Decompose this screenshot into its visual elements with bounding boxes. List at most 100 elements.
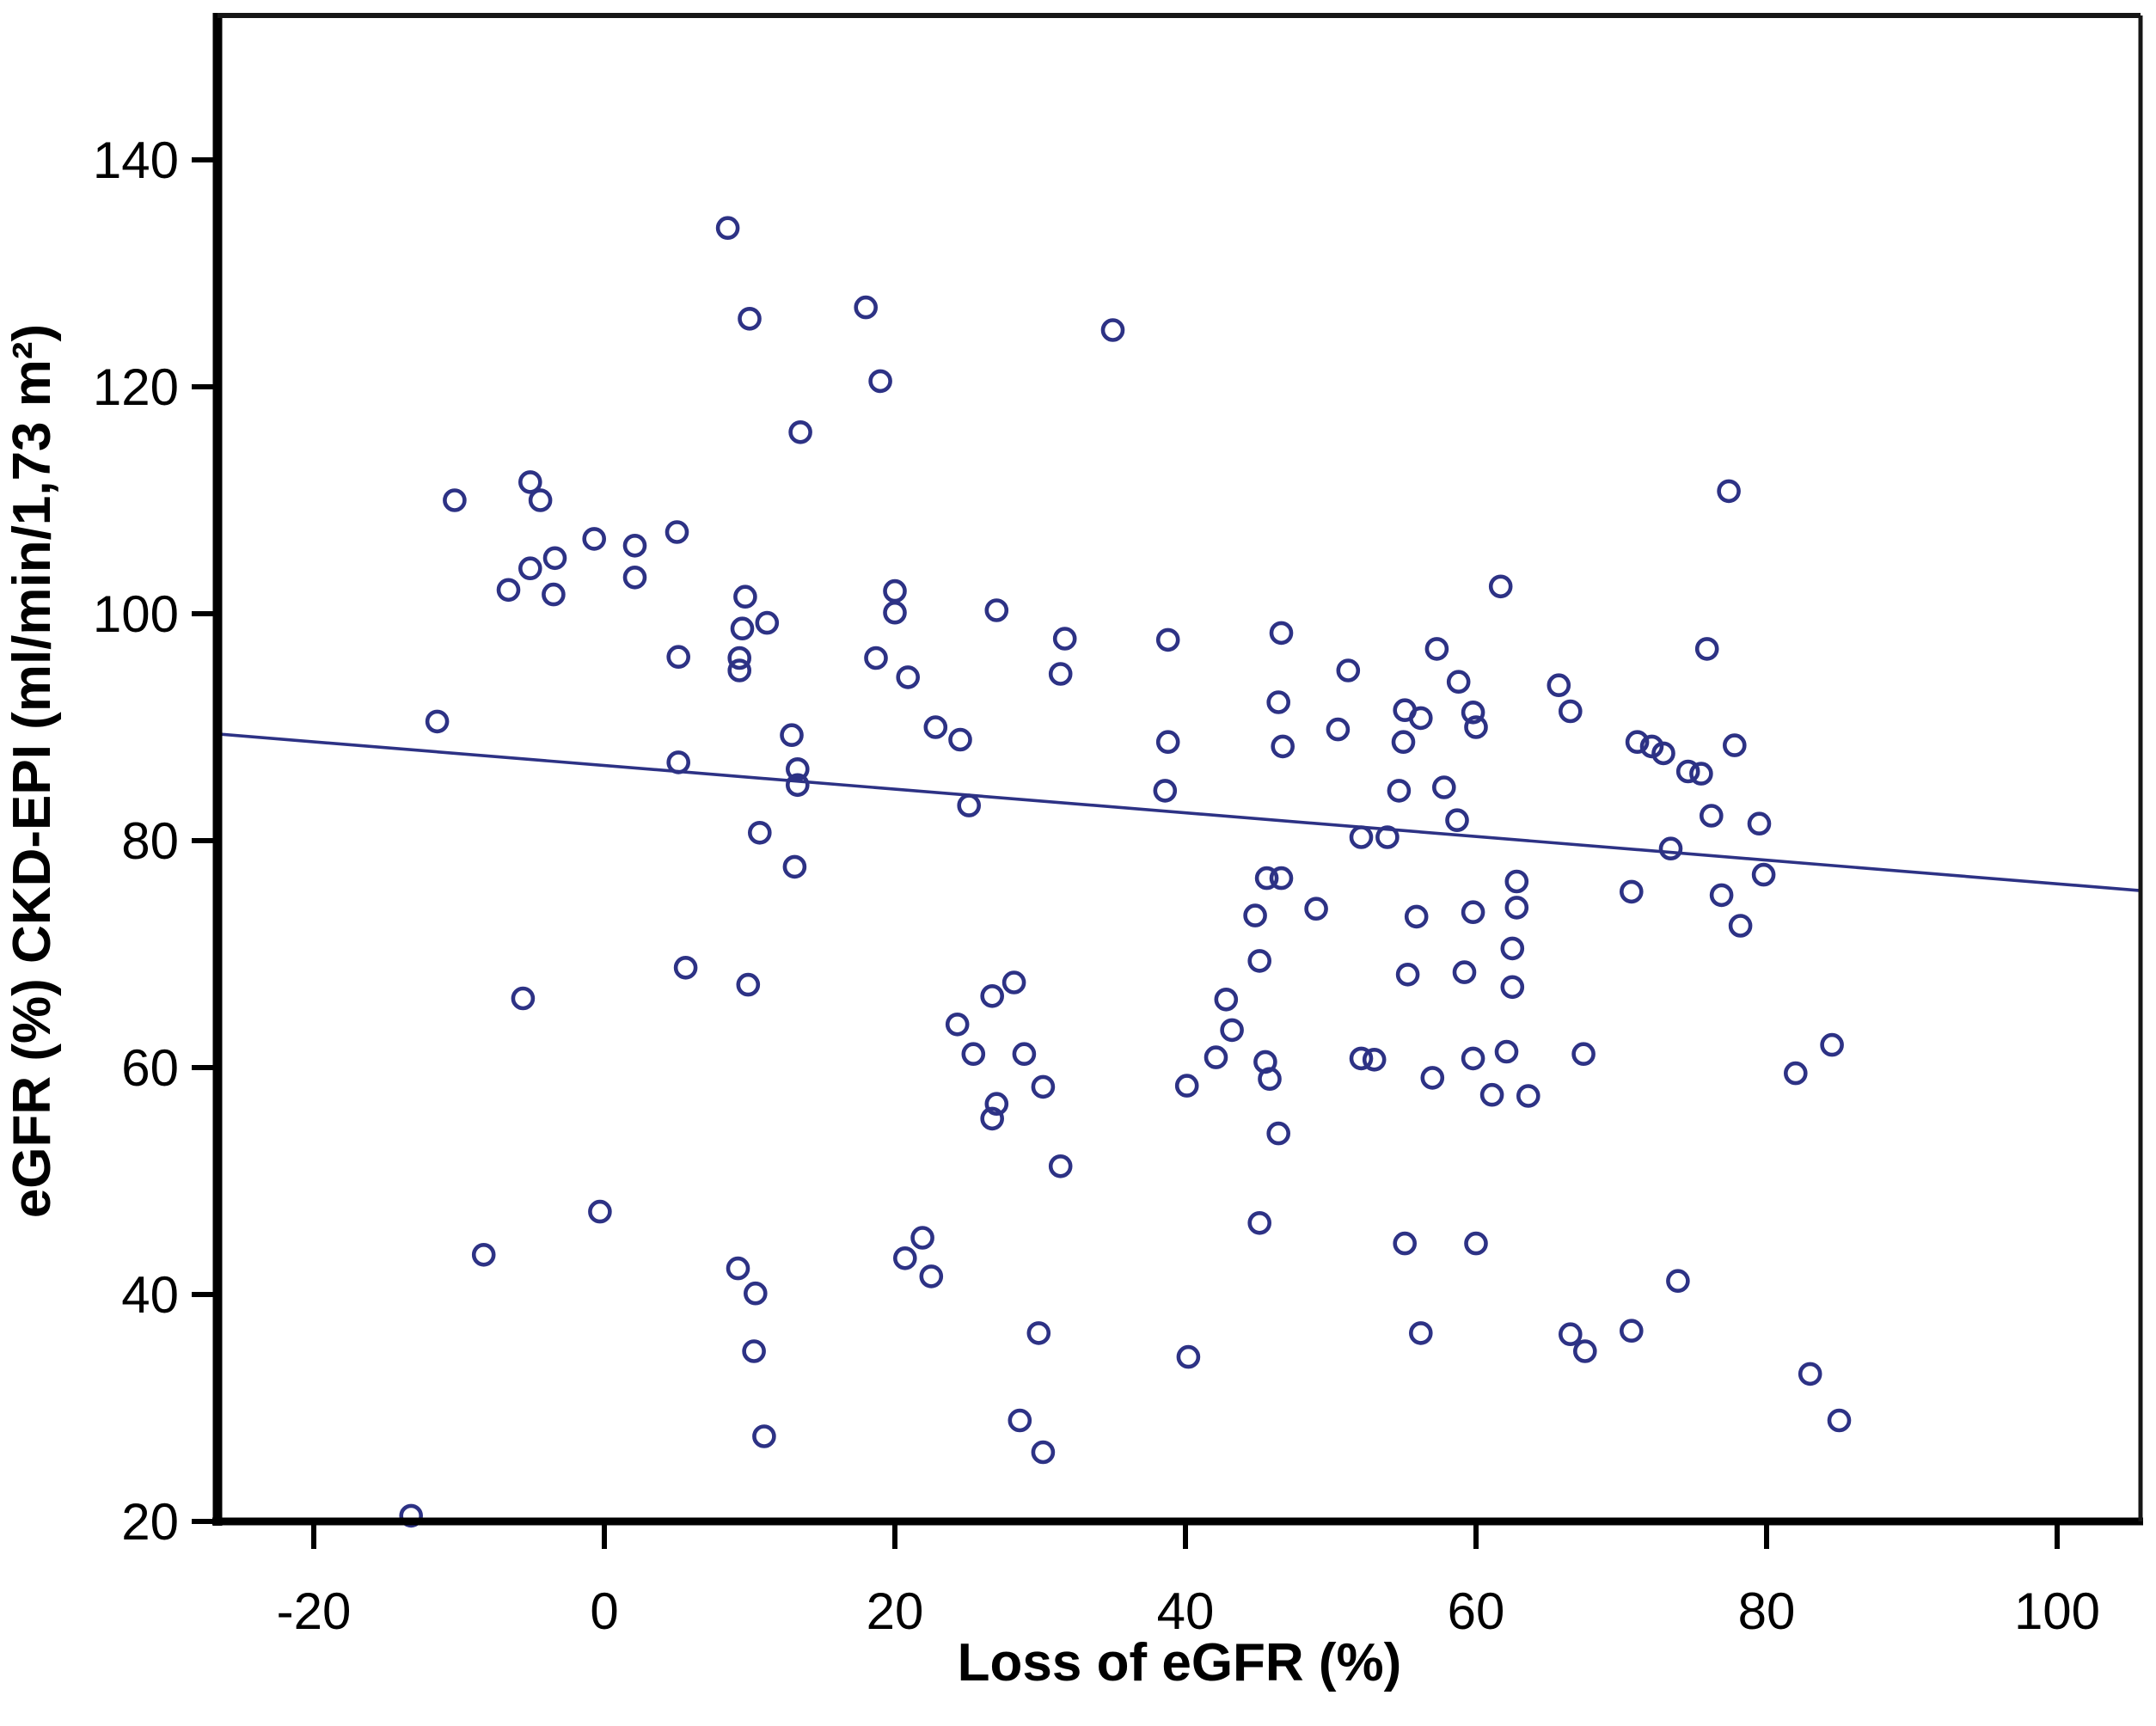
data-point	[1220, 1018, 1244, 1043]
data-point	[1008, 1408, 1032, 1433]
data-point	[1464, 715, 1488, 739]
data-point	[1504, 869, 1529, 894]
data-point	[782, 854, 807, 879]
plot-area: 20 40 60 80 100 120 140 -20 0 20 40 60 80 100	[93, 13, 2143, 1640]
data-point	[1349, 825, 1374, 849]
data-point	[1375, 825, 1400, 849]
y-tick-label: 80	[121, 812, 179, 870]
data-point	[868, 369, 892, 394]
data-point	[1100, 318, 1125, 342]
data-point	[1001, 970, 1026, 995]
data-point	[961, 1042, 986, 1066]
data-point	[984, 1092, 1009, 1116]
data-point	[727, 658, 752, 682]
data-point	[1461, 1046, 1485, 1071]
data-point	[1559, 699, 1583, 724]
data-point	[1031, 1074, 1056, 1099]
data-point	[399, 1503, 424, 1528]
data-point	[1559, 1322, 1583, 1346]
data-point	[1026, 1321, 1051, 1345]
data-point	[1571, 1042, 1596, 1066]
data-point	[945, 1013, 970, 1037]
data-point	[1717, 479, 1741, 504]
trend-layer	[217, 732, 2141, 892]
x-tick-label: 0	[590, 1582, 618, 1640]
data-point	[1488, 574, 1513, 599]
data-point	[742, 1339, 766, 1363]
x-tick-label: 60	[1448, 1582, 1505, 1640]
data-point	[1723, 733, 1747, 757]
trend-line	[217, 732, 2141, 892]
data-point	[923, 715, 948, 739]
data-point	[622, 533, 647, 558]
data-point	[1479, 1082, 1504, 1107]
data-point	[948, 727, 972, 752]
data-point	[1700, 804, 1724, 828]
data-point	[1494, 1039, 1519, 1064]
data-point	[1393, 1231, 1417, 1256]
data-point	[1395, 963, 1420, 987]
data-point	[1266, 1121, 1290, 1146]
data-point	[785, 773, 810, 798]
data-point	[1620, 1319, 1644, 1343]
data-point	[1243, 903, 1267, 927]
data-point	[542, 546, 567, 571]
data-point	[496, 578, 521, 603]
data-point	[1432, 775, 1456, 799]
data-point	[752, 1424, 776, 1448]
data-point	[1464, 1231, 1488, 1256]
data-point	[1445, 808, 1469, 833]
data-point	[1709, 883, 1734, 908]
y-tick-label: 20	[121, 1493, 179, 1551]
data-point	[471, 1243, 496, 1267]
data-point	[1827, 1408, 1852, 1433]
data-point	[1620, 879, 1644, 904]
x-tick-label: 40	[1157, 1582, 1215, 1640]
data-point	[1155, 730, 1180, 755]
points-layer	[399, 216, 1852, 1528]
data-point	[854, 295, 879, 320]
x-axis-title: Loss of eGFR (%)	[958, 1633, 1402, 1692]
data-point	[1387, 779, 1412, 803]
data-point	[1266, 690, 1290, 714]
data-point	[747, 820, 772, 845]
data-point	[1452, 960, 1477, 984]
data-point	[727, 646, 752, 670]
data-point	[1048, 1154, 1073, 1178]
data-point	[1204, 1045, 1228, 1069]
data-point	[1012, 1042, 1037, 1066]
data-point	[1694, 637, 1719, 661]
data-point	[980, 1106, 1004, 1131]
data-point	[919, 1264, 944, 1288]
data-point	[1349, 1046, 1374, 1071]
y-tick-label: 140	[93, 132, 179, 189]
data-point	[910, 1226, 934, 1250]
data-point	[528, 488, 553, 512]
data-point	[1651, 741, 1675, 766]
data-point	[957, 793, 981, 817]
data-point	[788, 419, 812, 444]
data-point	[1500, 975, 1525, 1000]
data-point	[1751, 862, 1776, 887]
data-point	[1258, 1067, 1282, 1091]
data-point	[864, 646, 888, 670]
data-point	[1573, 1339, 1597, 1363]
data-point	[736, 972, 761, 997]
data-point	[1500, 936, 1525, 961]
data-point	[1254, 866, 1279, 891]
data-point	[1689, 762, 1713, 786]
data-point	[1639, 734, 1664, 759]
y-tick-label: 100	[93, 585, 179, 643]
data-point	[1728, 914, 1753, 938]
data-point	[588, 1199, 612, 1224]
data-point	[1798, 1362, 1822, 1386]
data-point	[1658, 836, 1683, 861]
data-point	[733, 585, 757, 609]
data-point	[1547, 673, 1571, 698]
x-tick-label: 80	[1738, 1582, 1796, 1640]
data-point	[518, 470, 542, 494]
data-point	[1784, 1061, 1808, 1086]
data-point	[1176, 1344, 1201, 1369]
data-point	[785, 756, 810, 781]
